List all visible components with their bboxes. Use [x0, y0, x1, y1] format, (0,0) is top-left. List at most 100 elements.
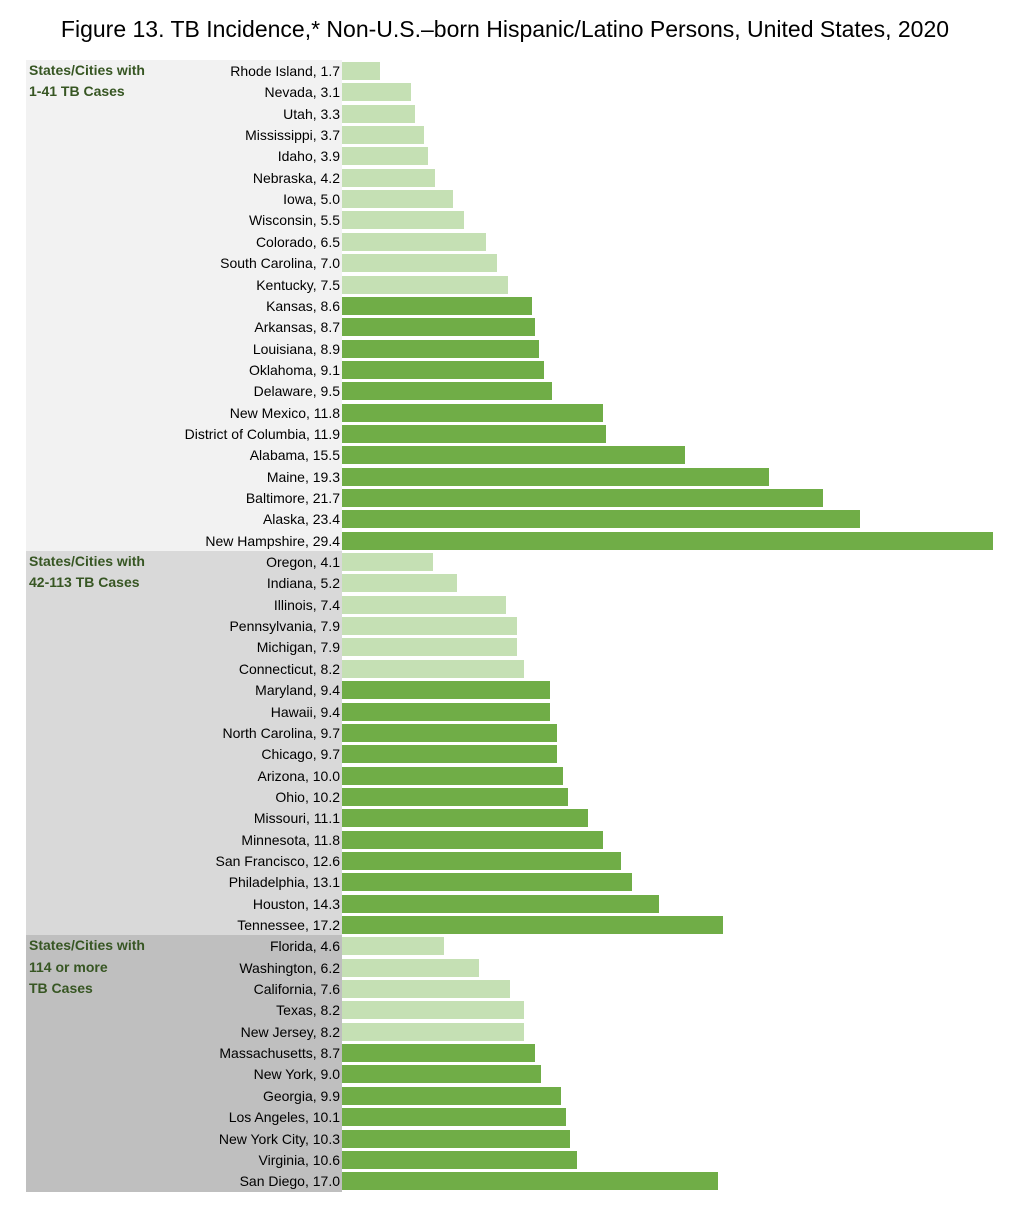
group-label: States/Cities with — [29, 62, 145, 78]
bar — [342, 681, 551, 700]
bar-label: Los Angeles, 10.1 — [228, 1109, 340, 1126]
bar — [342, 553, 433, 572]
bar — [342, 296, 533, 315]
bar-label: Kansas, 8.6 — [266, 297, 340, 314]
bar-label: Florida, 4.6 — [269, 938, 340, 955]
bar — [342, 126, 424, 145]
bar-label: Connecticut, 8.2 — [238, 660, 340, 677]
bar — [342, 894, 659, 913]
bar — [342, 531, 993, 550]
bar-label: Rhode Island, 1.7 — [230, 63, 340, 79]
bar — [342, 489, 823, 507]
bar — [342, 766, 564, 785]
bar-label: Utah, 3.3 — [283, 105, 340, 122]
bar — [342, 318, 535, 337]
bar-label: Hawaii, 9.4 — [270, 703, 340, 720]
bar-label: New Hampshire, 29.4 — [205, 532, 340, 549]
bar — [342, 1001, 524, 1020]
group-background — [26, 551, 342, 936]
bar-label: New Mexico, 11.8 — [229, 404, 340, 421]
bar — [342, 1044, 535, 1063]
bar — [342, 809, 588, 828]
bar — [342, 851, 621, 870]
bar-label: Maryland, 9.4 — [255, 682, 340, 699]
group-label: States/Cities with — [29, 937, 145, 954]
bar — [342, 958, 480, 977]
bar — [342, 510, 861, 529]
bar-label: Chicago, 9.7 — [261, 746, 340, 763]
bar — [342, 424, 606, 443]
bar-label: San Diego, 17.0 — [239, 1173, 340, 1190]
bar-label: Pennsylvania, 7.9 — [229, 618, 340, 635]
bar — [342, 617, 517, 636]
bar-label: New York, 9.0 — [253, 1066, 340, 1083]
bar — [342, 275, 509, 294]
bar-label: Illinois, 7.4 — [273, 596, 340, 613]
bar-label: Oklahoma, 9.1 — [248, 361, 340, 378]
bar — [342, 168, 435, 187]
bar-label: Nebraska, 4.2 — [252, 169, 340, 186]
bar-label: Houston, 14.3 — [252, 895, 340, 912]
bar-label: Delaware, 9.5 — [253, 383, 340, 400]
bar — [342, 830, 604, 849]
bar — [342, 403, 604, 422]
bar-label: Wisconsin, 5.5 — [248, 212, 340, 229]
bar-label: California, 7.6 — [253, 981, 340, 998]
bar-label: Colorado, 6.5 — [255, 233, 340, 250]
bar — [342, 659, 524, 678]
bar-label: Arkansas, 8.7 — [254, 319, 340, 336]
bar-label: South Carolina, 7.0 — [220, 255, 340, 272]
bar — [342, 916, 723, 934]
bar — [342, 83, 411, 102]
bar-label: Mississippi, 3.7 — [245, 127, 340, 144]
group-label: 1-41 TB Cases — [29, 83, 125, 100]
bar — [342, 190, 453, 209]
bar — [342, 254, 497, 273]
bar-label: Baltimore, 21.7 — [245, 490, 340, 506]
bar-label: Arizona, 10.0 — [257, 767, 341, 784]
bar — [342, 1150, 577, 1169]
bar-label: Maine, 19.3 — [266, 468, 340, 485]
bar-label: Idaho, 3.9 — [277, 148, 340, 165]
chart-title: Figure 13. TB Incidence,* Non-U.S.–born … — [60, 16, 950, 42]
bar — [342, 446, 686, 465]
bar — [342, 595, 506, 614]
group-label: States/Cities with — [29, 553, 145, 570]
group-label: 42-113 TB Cases — [29, 574, 140, 591]
bar — [342, 745, 557, 764]
bar-label: Texas, 8.2 — [276, 1002, 340, 1019]
bar — [342, 702, 551, 721]
bar-label: Michigan, 7.9 — [256, 639, 340, 656]
bar-label: Ohio, 10.2 — [275, 788, 340, 805]
bar — [342, 980, 511, 999]
bar-label: New Jersey, 8.2 — [240, 1023, 340, 1040]
bar — [342, 787, 568, 806]
group-label: 114 or more — [29, 958, 108, 975]
bar — [342, 62, 380, 80]
bar-label: Alabama, 15.5 — [249, 447, 340, 464]
bar — [342, 1108, 566, 1127]
bar-label: Oregon, 4.1 — [266, 554, 340, 571]
bar-label: Minnesota, 11.8 — [241, 831, 340, 848]
bar-label: Alaska, 23.4 — [262, 511, 340, 528]
bar — [342, 1065, 542, 1084]
bar — [342, 147, 429, 166]
bar-label: Georgia, 9.9 — [262, 1087, 340, 1104]
bar — [342, 638, 517, 657]
bar — [342, 232, 486, 251]
bar-label: New York City, 10.3 — [218, 1130, 340, 1147]
bar-label: Iowa, 5.0 — [283, 191, 340, 208]
bar-label: Tennessee, 17.2 — [237, 917, 340, 933]
group-label: TB Cases — [29, 980, 93, 997]
bar — [342, 360, 544, 379]
group-background — [26, 935, 342, 1192]
bar-label: District of Columbia, 11.9 — [184, 425, 340, 442]
bar-label: Philadelphia, 13.1 — [228, 874, 340, 891]
bar — [342, 723, 557, 742]
bar — [342, 467, 770, 486]
bar — [342, 339, 540, 358]
bar — [342, 382, 553, 401]
bar-label: Virginia, 10.6 — [258, 1151, 340, 1168]
bar — [342, 104, 416, 123]
bar — [342, 574, 458, 593]
